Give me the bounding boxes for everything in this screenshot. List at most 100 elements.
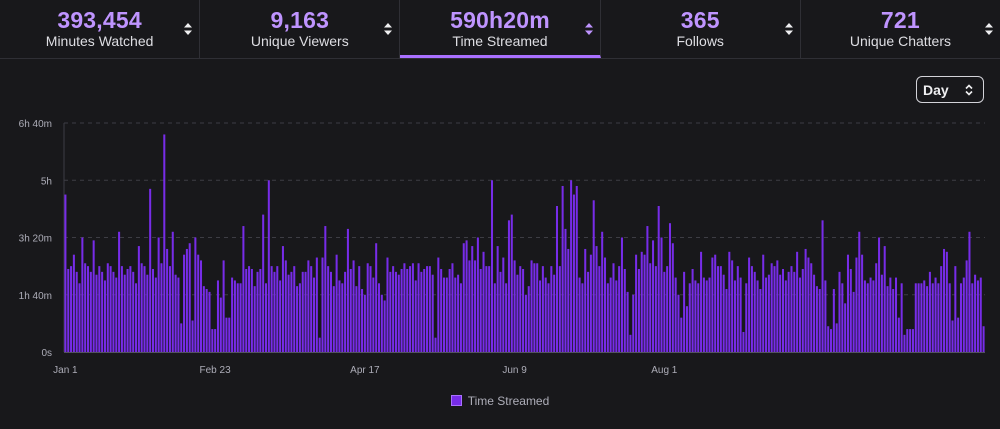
bar xyxy=(344,271,347,352)
bar xyxy=(827,326,830,352)
bar xyxy=(897,317,900,352)
bar xyxy=(767,274,770,352)
bar xyxy=(98,266,101,353)
stat-label: Time Streamed xyxy=(452,33,548,49)
bar xyxy=(931,283,934,352)
sort-arrows-icon[interactable] xyxy=(384,23,393,35)
bar xyxy=(225,317,228,352)
bar xyxy=(945,251,948,352)
bar xyxy=(482,251,485,352)
bar xyxy=(115,277,118,352)
bar xyxy=(163,134,166,352)
bar xyxy=(572,194,575,352)
bar xyxy=(180,323,183,353)
bar xyxy=(731,260,734,352)
bar xyxy=(106,263,109,352)
bar xyxy=(533,263,536,352)
bar xyxy=(420,271,423,352)
bar xyxy=(403,263,406,352)
bar xyxy=(541,266,544,353)
bar xyxy=(688,283,691,352)
bar xyxy=(109,266,112,353)
bar xyxy=(547,283,550,352)
stat-tab-follows[interactable]: 365 Follows xyxy=(601,0,801,58)
sort-arrows-icon[interactable] xyxy=(184,23,193,35)
bar xyxy=(216,280,219,352)
bar xyxy=(914,283,917,352)
bar xyxy=(527,286,530,352)
stat-tabs: 393,454 Minutes Watched 9,163 Unique Vie… xyxy=(0,0,1000,59)
bar xyxy=(397,274,400,352)
period-select[interactable]: Day xyxy=(916,76,984,103)
bar xyxy=(64,194,67,352)
bar xyxy=(971,283,974,352)
bar xyxy=(513,260,516,352)
bar xyxy=(81,237,84,352)
bar xyxy=(880,274,883,352)
bar xyxy=(821,220,824,352)
bar xyxy=(530,260,533,352)
sort-arrows-icon[interactable] xyxy=(784,23,793,35)
bar xyxy=(544,277,547,352)
stat-tab-time-streamed[interactable]: 590h20m Time Streamed xyxy=(400,0,601,58)
bar xyxy=(965,260,968,352)
bar xyxy=(468,260,471,352)
sort-arrows-icon[interactable] xyxy=(985,23,994,35)
bar xyxy=(437,257,440,352)
bar xyxy=(770,263,773,352)
bar xyxy=(200,260,203,352)
sort-arrows-icon[interactable] xyxy=(584,23,593,35)
bar xyxy=(759,289,762,352)
bar xyxy=(875,263,878,352)
bar xyxy=(440,268,443,352)
stat-value: 590h20m xyxy=(450,7,550,33)
bar xyxy=(717,266,720,353)
bar xyxy=(219,297,222,352)
time-streamed-chart: 0s 1h 40m 3h 20m 5h 6h 40m Jan 1 Feb 23 Apr 17 J… xyxy=(19,119,985,376)
bar xyxy=(948,283,951,352)
bar xyxy=(578,277,581,352)
bar xyxy=(67,268,70,352)
bar xyxy=(375,243,378,352)
bar xyxy=(177,277,180,352)
bar xyxy=(112,271,115,352)
bar xyxy=(519,266,522,353)
bar xyxy=(502,257,505,352)
bar xyxy=(231,277,234,352)
bar xyxy=(490,180,494,352)
bar xyxy=(745,283,748,352)
bar xyxy=(858,231,861,352)
bar xyxy=(677,294,680,352)
bar xyxy=(84,263,87,352)
bar xyxy=(454,277,457,352)
bar xyxy=(426,266,429,353)
bar xyxy=(409,266,412,353)
bar xyxy=(700,251,703,352)
bar xyxy=(171,231,174,352)
bar xyxy=(355,286,358,352)
bar xyxy=(824,280,827,352)
bar xyxy=(205,289,208,352)
bar xyxy=(889,277,892,352)
bar xyxy=(474,260,477,352)
bar xyxy=(132,271,135,352)
bar xyxy=(377,283,381,352)
bar xyxy=(536,263,539,352)
bar xyxy=(411,263,414,352)
stat-tab-unique-viewers[interactable]: 9,163 Unique Viewers xyxy=(200,0,401,58)
bar xyxy=(383,300,386,352)
bar xyxy=(668,223,672,352)
bar xyxy=(581,283,584,352)
bar xyxy=(943,248,946,352)
bar xyxy=(861,254,864,352)
bar xyxy=(671,243,674,352)
bar xyxy=(423,268,426,352)
stat-tab-minutes-watched[interactable]: 393,454 Minutes Watched xyxy=(0,0,201,58)
bar xyxy=(830,329,833,352)
bar xyxy=(253,286,256,352)
bar xyxy=(228,317,231,352)
bar xyxy=(539,280,542,352)
bar xyxy=(838,271,841,352)
stat-tab-unique-chatters[interactable]: 721 Unique Chatters xyxy=(801,0,1000,58)
bar xyxy=(652,240,655,352)
